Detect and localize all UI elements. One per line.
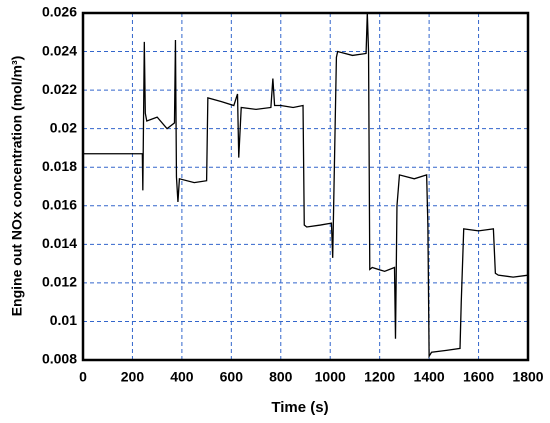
y-tick-label: 0.02: [50, 119, 77, 135]
x-tick-label: 1600: [463, 369, 494, 385]
y-tick-label: 0.024: [42, 42, 77, 58]
y-tick-label: 0.014: [42, 235, 77, 251]
y-axis-label: Engine out NOx concentration (mol/m³): [9, 56, 25, 317]
data-line: [83, 12, 529, 359]
x-tick-label: 400: [170, 369, 194, 385]
x-tick-label: 800: [269, 369, 293, 385]
x-tick-label: 1800: [512, 369, 543, 385]
y-tick-label: 0.01: [50, 312, 77, 328]
x-tick-label: 200: [121, 369, 145, 385]
plot-frame: [81, 11, 530, 362]
y-tick-label: 0.026: [42, 4, 77, 20]
y-tick-label: 0.012: [42, 274, 77, 290]
x-axis-label: Time (s): [271, 399, 328, 416]
x-tick-label: 0: [79, 369, 87, 385]
x-tick-label: 1200: [364, 369, 395, 385]
x-tick-label: 1400: [414, 369, 445, 385]
y-tick-label: 0.022: [42, 81, 77, 97]
x-tick-label: 1000: [315, 369, 346, 385]
x-tick-label: 600: [220, 369, 244, 385]
y-tick-label: 0.008: [42, 351, 77, 367]
y-tick-label: 0.016: [42, 196, 77, 212]
y-tick-label: 0.018: [42, 158, 77, 174]
